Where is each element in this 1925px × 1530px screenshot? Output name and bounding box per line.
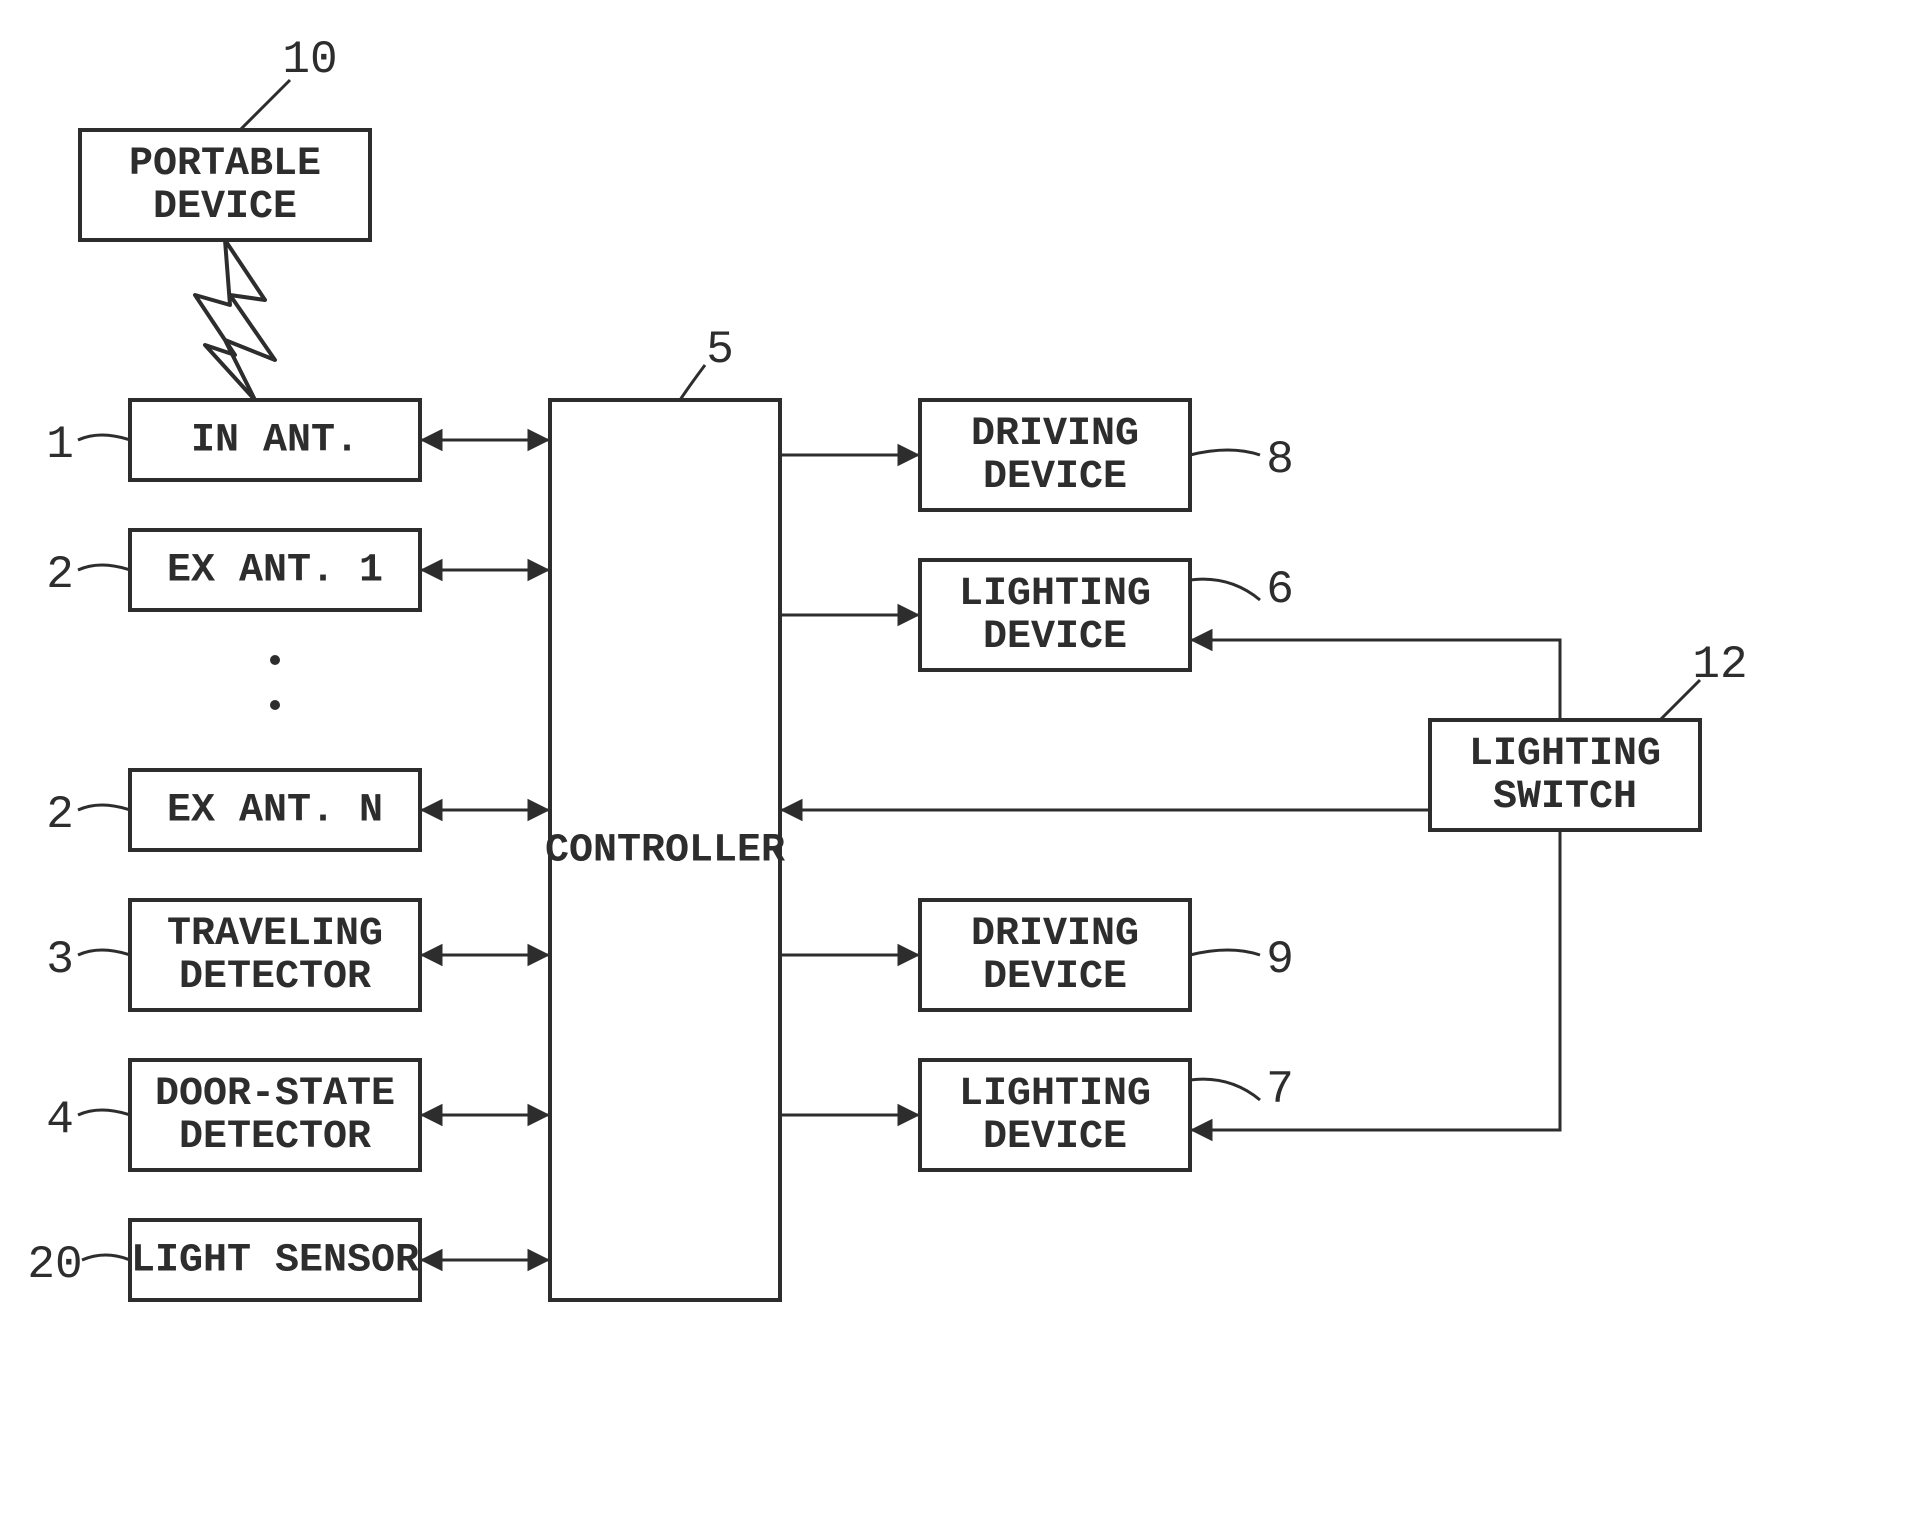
ref-label-r2a: 2 [46, 549, 74, 601]
box-lighting6-label-1: DEVICE [983, 615, 1127, 660]
ref-lead-r3 [78, 950, 130, 955]
box-driving9: DRIVINGDEVICE [920, 900, 1190, 1010]
rf-signal-icon [195, 240, 275, 400]
box-lighting7: LIGHTINGDEVICE [920, 1060, 1190, 1170]
box-switch-label-0: LIGHTING [1469, 732, 1661, 777]
ref-label-r20: 20 [27, 1239, 82, 1291]
box-lightsens: LIGHT SENSOR [130, 1220, 420, 1300]
ref-lead-r6 [1190, 579, 1260, 600]
box-ex_ant_n: EX ANT. N [130, 770, 420, 850]
box-doorstate-label-1: DETECTOR [179, 1115, 371, 1160]
ref-label-r5: 5 [706, 324, 734, 376]
ref-label-r3: 3 [46, 934, 74, 986]
conn-switch-lighting6 [1190, 640, 1560, 720]
ref-lead-r20 [82, 1255, 130, 1260]
box-driving8: DRIVINGDEVICE [920, 400, 1190, 510]
box-traveling: TRAVELINGDETECTOR [130, 900, 420, 1010]
ref-lead-r7 [1190, 1079, 1260, 1100]
ref-label-r10: 10 [282, 34, 337, 86]
ref-label-r2b: 2 [46, 789, 74, 841]
box-ex_ant_1-label-0: EX ANT. 1 [167, 549, 383, 594]
box-ex_ant_n-label-0: EX ANT. N [167, 789, 383, 834]
ref-label-r6: 6 [1266, 564, 1294, 616]
ref-lead-r9 [1190, 950, 1260, 955]
box-lightsens-label-0: LIGHT SENSOR [131, 1239, 419, 1284]
ref-label-r7: 7 [1266, 1064, 1294, 1116]
box-driving9-label-0: DRIVING [971, 912, 1139, 957]
box-switch: LIGHTINGSWITCH [1430, 720, 1700, 830]
ref-lead-r10 [240, 80, 290, 130]
box-lighting7-label-0: LIGHTING [959, 1072, 1151, 1117]
ref-label-r1: 1 [46, 419, 74, 471]
box-portable-label-0: PORTABLE [129, 142, 321, 187]
box-traveling-label-0: TRAVELING [167, 912, 383, 957]
box-portable-label-1: DEVICE [153, 185, 297, 230]
ref-lead-r2a [78, 565, 130, 570]
ref-label-r8: 8 [1266, 434, 1294, 486]
box-ex_ant_1: EX ANT. 1 [130, 530, 420, 610]
ref-label-r9: 9 [1266, 934, 1294, 986]
box-lighting6: LIGHTINGDEVICE [920, 560, 1190, 670]
ref-lead-r1 [78, 435, 130, 440]
box-driving8-label-0: DRIVING [971, 412, 1139, 457]
ref-lead-r4 [78, 1110, 130, 1115]
box-in_ant-label-0: IN ANT. [191, 419, 359, 464]
box-lighting6-label-0: LIGHTING [959, 572, 1151, 617]
box-controller: CONTROLLER [545, 400, 785, 1300]
box-lighting7-label-1: DEVICE [983, 1115, 1127, 1160]
ref-label-r12: 12 [1692, 639, 1747, 691]
ref-lead-r8 [1190, 450, 1260, 455]
box-driving9-label-1: DEVICE [983, 955, 1127, 1000]
ellipsis-dot-0 [270, 655, 280, 665]
box-doorstate-label-0: DOOR-STATE [155, 1072, 395, 1117]
ref-lead-r2b [78, 805, 130, 810]
ref-label-r4: 4 [46, 1094, 74, 1146]
box-controller-label-0: CONTROLLER [545, 829, 785, 874]
box-switch-label-1: SWITCH [1493, 775, 1637, 820]
box-driving8-label-1: DEVICE [983, 455, 1127, 500]
ref-lead-r5 [680, 365, 705, 400]
box-traveling-label-1: DETECTOR [179, 955, 371, 1000]
box-portable: PORTABLEDEVICE [80, 130, 370, 240]
ellipsis-dot-1 [270, 700, 280, 710]
box-in_ant: IN ANT. [130, 400, 420, 480]
conn-switch-lighting7 [1190, 830, 1560, 1130]
box-doorstate: DOOR-STATEDETECTOR [130, 1060, 420, 1170]
